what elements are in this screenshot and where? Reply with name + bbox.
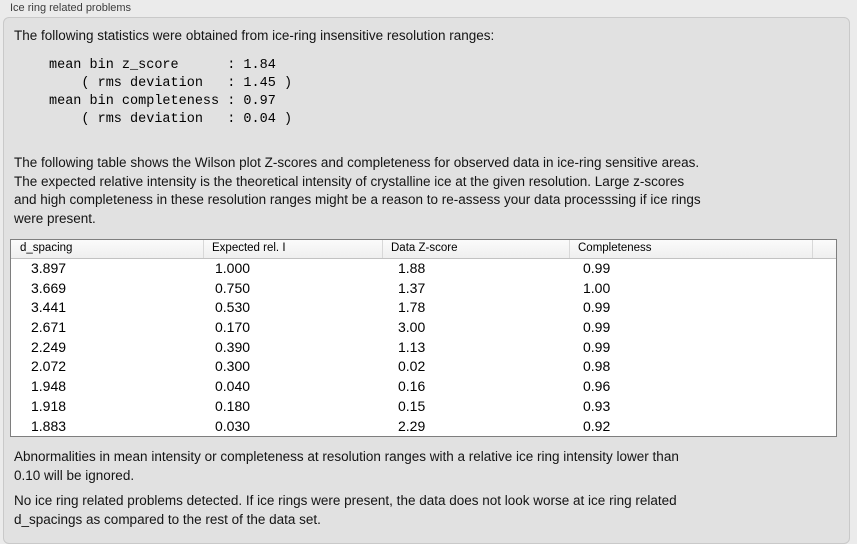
column-header-d-spacing[interactable]: d_spacing: [20, 242, 73, 254]
stats-block: mean bin z_score : 1.84 ( rms deviation …: [49, 58, 293, 127]
table-cell: 1.000: [215, 260, 251, 276]
table-cell: 0.170: [215, 319, 251, 336]
table-cell: 0.99: [583, 260, 611, 276]
table-cell: 1.883: [31, 417, 67, 434]
table-row[interactable]: 3.441 0.530 1.78 0.99: [11, 298, 836, 318]
table-cell: 1.918: [31, 397, 67, 414]
table-cell: 1.13: [398, 338, 426, 355]
ignore-note: Abnormalities in mean intensity or compl…: [14, 449, 679, 483]
table-cell: 0.750: [215, 279, 251, 296]
table-cell: 0.99: [583, 299, 611, 316]
column-header-data-z-score[interactable]: Data Z-score: [382, 240, 569, 258]
table-cell: 3.441: [31, 299, 67, 316]
table-cell: 0.16: [398, 378, 426, 395]
table-cell: 2.072: [31, 358, 67, 375]
table-row[interactable]: 3.897 1.000 1.88 0.99: [11, 259, 836, 279]
table-cell: 0.98: [583, 358, 611, 375]
table-cell: 1.88: [398, 260, 426, 276]
table-row[interactable]: 2.249 0.390 1.13 0.99: [11, 338, 836, 358]
table-row[interactable]: 1.918 0.180 0.15 0.93: [11, 397, 836, 417]
table-cell: 0.99: [583, 319, 611, 336]
table-cell: 0.15: [398, 397, 426, 414]
table-cell: 0.040: [215, 378, 251, 395]
table-cell: 0.390: [215, 338, 251, 355]
table-cell: 0.96: [583, 378, 611, 395]
table-cell: 1.37: [398, 279, 426, 296]
ice-ring-table: d_spacing Expected rel. I Data Z-score Comp…: [10, 239, 837, 437]
table-cell: 0.300: [215, 358, 251, 375]
table-body: 3.897 1.000 1.88 0.99 3.669 0.750 1.37 1.00 3.44…: [11, 259, 836, 436]
conclusion-text: No ice ring related problems detected. I…: [14, 493, 677, 527]
table-row[interactable]: 1.883 0.030 2.29 0.92: [11, 417, 836, 437]
column-header-expected-rel-i[interactable]: Expected rel. I: [203, 240, 382, 258]
table-row[interactable]: 1.948 0.040 0.16 0.96: [11, 377, 836, 397]
table-description: The following table shows the Wilson plo…: [14, 155, 701, 226]
table-cell: 2.29: [398, 417, 426, 434]
column-header-completeness[interactable]: Completeness: [569, 240, 812, 258]
table-row[interactable]: 2.072 0.300 0.02 0.98: [11, 357, 836, 377]
intro-text: The following statistics were obtained f…: [14, 28, 495, 43]
table-cell: 0.99: [583, 338, 611, 355]
table-cell: 0.93: [583, 397, 611, 414]
table-cell: 3.669: [31, 279, 67, 296]
table-cell: 1.78: [398, 299, 426, 316]
table-cell: 2.249: [31, 338, 67, 355]
table-cell: 0.030: [215, 417, 251, 434]
table-cell: 2.671: [31, 319, 67, 336]
panel-title: Ice ring related problems: [10, 2, 132, 14]
table-row[interactable]: 2.671 0.170 3.00 0.99: [11, 318, 836, 338]
table-cell: 0.180: [215, 397, 251, 414]
table-cell: 1.948: [31, 378, 67, 395]
table-row[interactable]: 3.669 0.750 1.37 1.00: [11, 279, 836, 299]
table-cell: 3.897: [31, 260, 67, 276]
table-cell: 0.530: [215, 299, 251, 316]
column-header-filler: [812, 240, 836, 258]
ice-ring-panel: The following statistics were obtained f…: [3, 17, 850, 544]
table-cell: 0.92: [583, 417, 611, 434]
table-cell: 3.00: [398, 319, 426, 336]
table-cell: 0.02: [398, 358, 426, 375]
table-header: d_spacing Expected rel. I Data Z-score Comp…: [11, 240, 836, 259]
table-cell: 1.00: [583, 279, 611, 296]
